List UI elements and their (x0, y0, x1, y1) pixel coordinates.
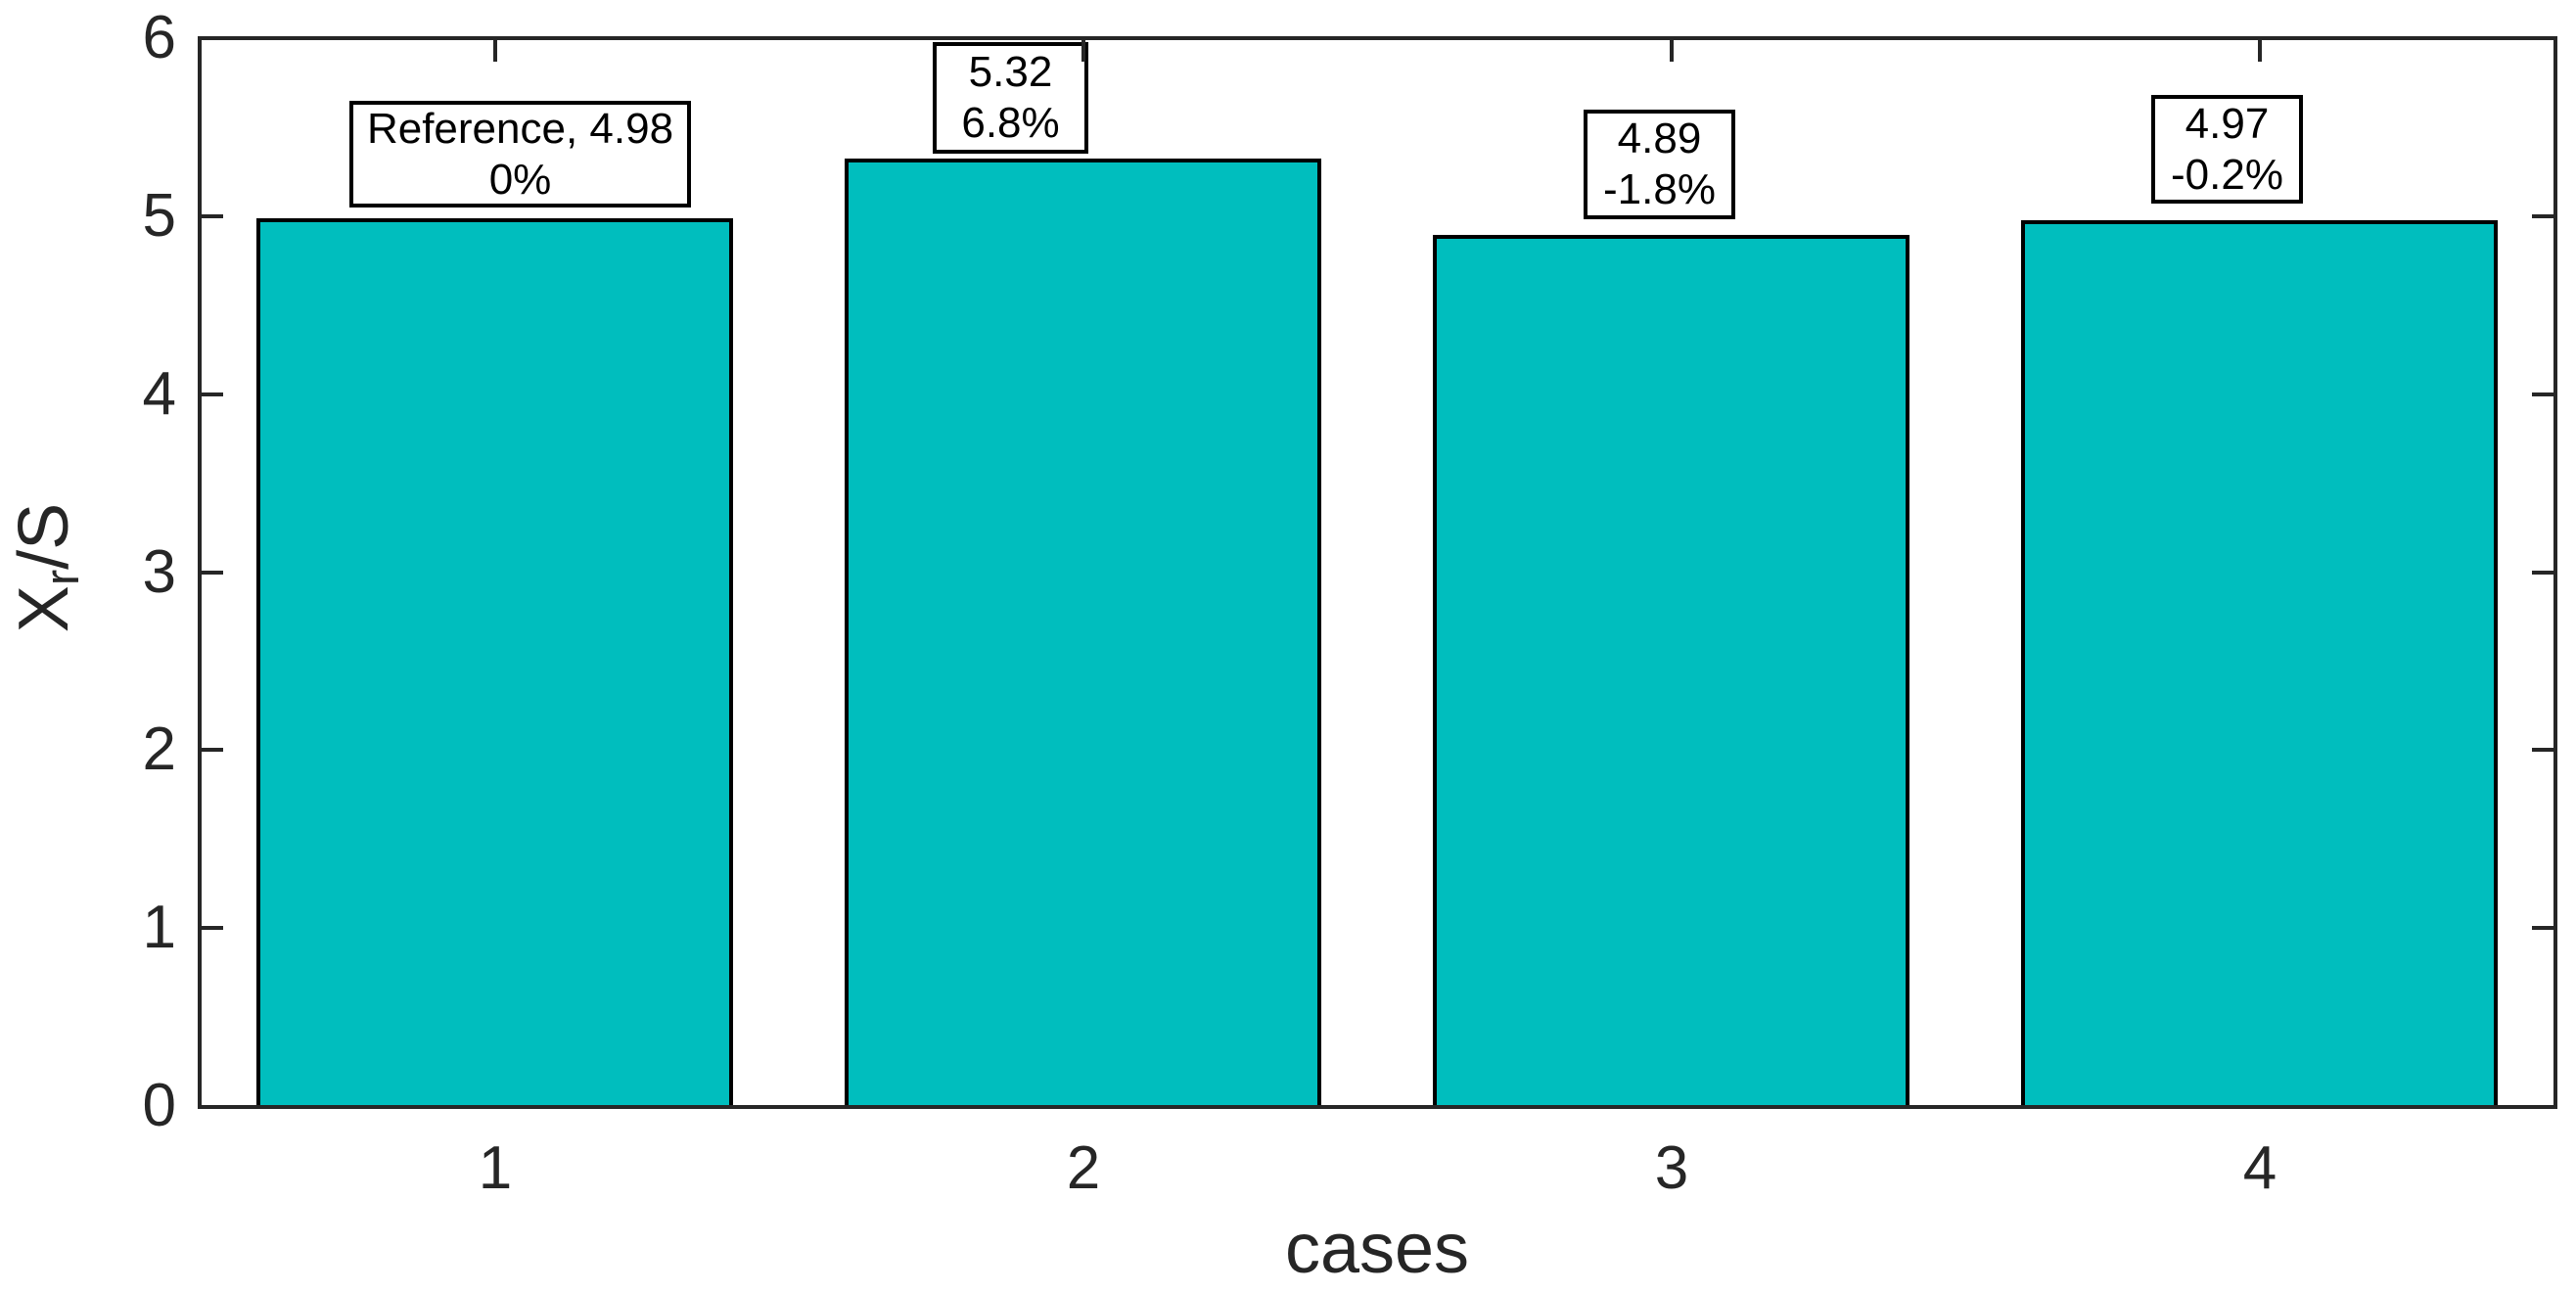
annotation-box-case-3: 4.89 -1.8% (1584, 110, 1735, 219)
y-axis-left-tick-2 (202, 748, 223, 752)
x-axis-top-tick-4 (2258, 40, 2262, 62)
y-axis-left-tick-3 (202, 571, 223, 575)
bar-case-1 (256, 218, 733, 1105)
annotation-value-line: Reference, 4.98 (366, 104, 674, 153)
plot-area: Reference, 4.98 0% 5.32 6.8% 4.89 -1.8% 4.97 -0… (198, 36, 2557, 1109)
annotation-percent-line: 6.8% (961, 99, 1060, 147)
plot-inner: Reference, 4.98 0% 5.32 6.8% 4.89 -1.8% 4.97 -0… (202, 40, 2553, 1105)
bar-case-4 (2021, 220, 2498, 1105)
annotation-percent-line: -1.8% (1603, 165, 1716, 213)
x-tick-label-4: 4 (2242, 1134, 2277, 1202)
y-axis-right-tick-2 (2532, 748, 2553, 752)
annotation-percent-line: 0% (488, 155, 552, 204)
annotation-box-case-1: Reference, 4.98 0% (349, 101, 691, 208)
y-axis-left-tick-4 (202, 392, 223, 396)
x-axis-label: cases (1284, 1210, 1470, 1288)
x-axis-top-tick-3 (1670, 40, 1674, 62)
y-tick-label-4: 4 (142, 360, 176, 428)
x-tick-label-1: 1 (478, 1134, 513, 1202)
y-tick-label-3: 3 (142, 538, 176, 606)
annotation-value-line: 5.32 (968, 48, 1053, 96)
x-axis-top-tick-2 (1081, 40, 1085, 62)
bar-case-2 (845, 159, 1321, 1105)
annotation-percent-line: -0.2% (2171, 150, 2283, 199)
y-axis-left-tick-1 (202, 926, 223, 930)
x-axis-top-tick-1 (493, 40, 497, 62)
y-tick-label-6: 6 (142, 4, 176, 71)
y-axis-right-tick-5 (2532, 214, 2553, 218)
x-tick-label-3: 3 (1654, 1134, 1689, 1202)
annotation-box-case-2: 5.32 6.8% (933, 42, 1088, 154)
annotation-value-line: 4.89 (1617, 115, 1702, 162)
y-axis-right-tick-1 (2532, 926, 2553, 930)
y-axis-right-tick-4 (2532, 392, 2553, 396)
annotation-box-case-4: 4.97 -0.2% (2151, 95, 2303, 204)
y-axis-left-tick-5 (202, 214, 223, 218)
y-tick-label-1: 1 (142, 894, 176, 961)
y-tick-label-0: 0 (142, 1072, 176, 1139)
annotation-value-line: 4.97 (2185, 99, 2270, 148)
y-tick-label-5: 5 (142, 182, 176, 250)
x-tick-label-2: 2 (1066, 1134, 1101, 1202)
y-tick-label-2: 2 (142, 715, 176, 783)
bar-case-3 (1433, 235, 1909, 1105)
y-axis-right-tick-3 (2532, 571, 2553, 575)
